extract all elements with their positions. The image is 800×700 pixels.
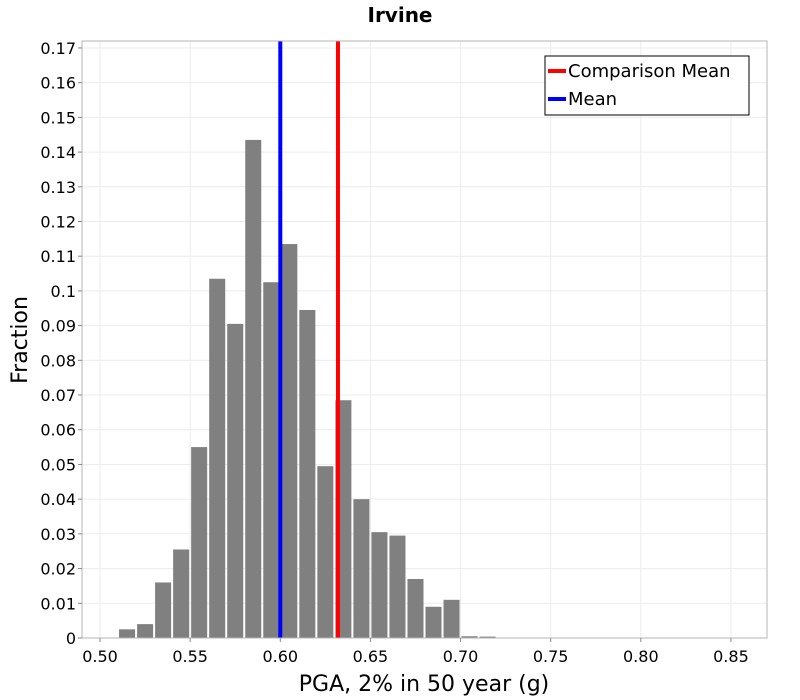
histogram-bar-6 bbox=[227, 323, 244, 638]
y-tick-label: 0.12 bbox=[40, 212, 76, 231]
y-tick-label: 0.09 bbox=[40, 317, 76, 336]
y-axis: 0 0.01 0.02 0.03 0.04 0.05 0.06 0.07 0.08 0.09 0.1… bbox=[40, 39, 82, 648]
x-axis-title: PGA, 2% in 50 year (g) bbox=[299, 672, 550, 697]
legend-label-comparison-mean: Comparison Mean bbox=[568, 61, 731, 82]
histogram-bar-17 bbox=[425, 606, 442, 638]
legend-label-mean: Mean bbox=[568, 89, 617, 110]
histogram-bar-7 bbox=[245, 139, 262, 638]
x-tick-label: 0.80 bbox=[623, 647, 659, 666]
legend-box bbox=[544, 55, 750, 116]
y-tick-label: 0.15 bbox=[40, 108, 76, 127]
x-tick-label: 0.50 bbox=[82, 647, 118, 666]
x-tick-label: 0.85 bbox=[713, 647, 749, 666]
histogram-bar-19 bbox=[461, 636, 478, 638]
y-tick-label: 0.11 bbox=[40, 247, 76, 266]
y-tick-label: 0.13 bbox=[40, 178, 76, 197]
y-tick-label: 0.05 bbox=[40, 455, 76, 474]
histogram-bar-15 bbox=[389, 535, 406, 638]
histogram-bar-9 bbox=[281, 244, 298, 638]
histogram-bar-4 bbox=[191, 447, 208, 638]
chart-title: Irvine bbox=[368, 3, 433, 27]
histogram-bar-2 bbox=[155, 582, 172, 638]
y-tick-label: 0.14 bbox=[40, 143, 76, 162]
y-tick-label: 0.08 bbox=[40, 351, 76, 370]
y-tick-label: 0.02 bbox=[40, 560, 76, 579]
histogram-bar-0 bbox=[119, 629, 136, 638]
histogram-bar-3 bbox=[173, 549, 190, 638]
x-tick-label: 0.70 bbox=[443, 647, 479, 666]
y-tick-label: 0.17 bbox=[40, 39, 76, 58]
mean-lines bbox=[278, 41, 340, 638]
y-tick-label: 0 bbox=[66, 629, 76, 648]
y-tick-label: 0.16 bbox=[40, 74, 76, 93]
x-tick-label: 0.60 bbox=[262, 647, 298, 666]
histogram-bar-13 bbox=[353, 499, 370, 638]
histogram-bar-20 bbox=[479, 636, 496, 638]
histogram-bar-8 bbox=[263, 282, 280, 638]
x-tick-label: 0.65 bbox=[353, 647, 389, 666]
y-tick-label: 0.1 bbox=[51, 282, 76, 301]
histogram-bar-14 bbox=[371, 532, 388, 638]
histogram-bar-10 bbox=[299, 309, 316, 638]
x-axis: 0.50 0.55 0.60 0.65 0.70 0.75 0.80 0.85 bbox=[82, 638, 749, 666]
y-tick-label: 0.06 bbox=[40, 421, 76, 440]
histogram-bar-18 bbox=[443, 599, 460, 638]
legend: Comparison Mean Mean bbox=[544, 55, 750, 116]
histogram-bar-1 bbox=[137, 624, 154, 638]
y-tick-label: 0.04 bbox=[40, 490, 76, 509]
histogram-bar-11 bbox=[317, 466, 334, 638]
y-tick-label: 0.03 bbox=[40, 525, 76, 544]
x-tick-label: 0.55 bbox=[172, 647, 208, 666]
histogram-bars bbox=[119, 139, 496, 638]
plot-area bbox=[81, 40, 768, 639]
grid-lines bbox=[82, 41, 767, 639]
y-axis-title: Fraction bbox=[8, 296, 33, 384]
x-tick-label: 0.75 bbox=[533, 647, 569, 666]
y-tick-label: 0.01 bbox=[40, 594, 76, 613]
histogram-bar-5 bbox=[209, 278, 226, 638]
histogram-bar-16 bbox=[407, 578, 424, 638]
y-tick-label: 0.07 bbox=[40, 386, 76, 405]
